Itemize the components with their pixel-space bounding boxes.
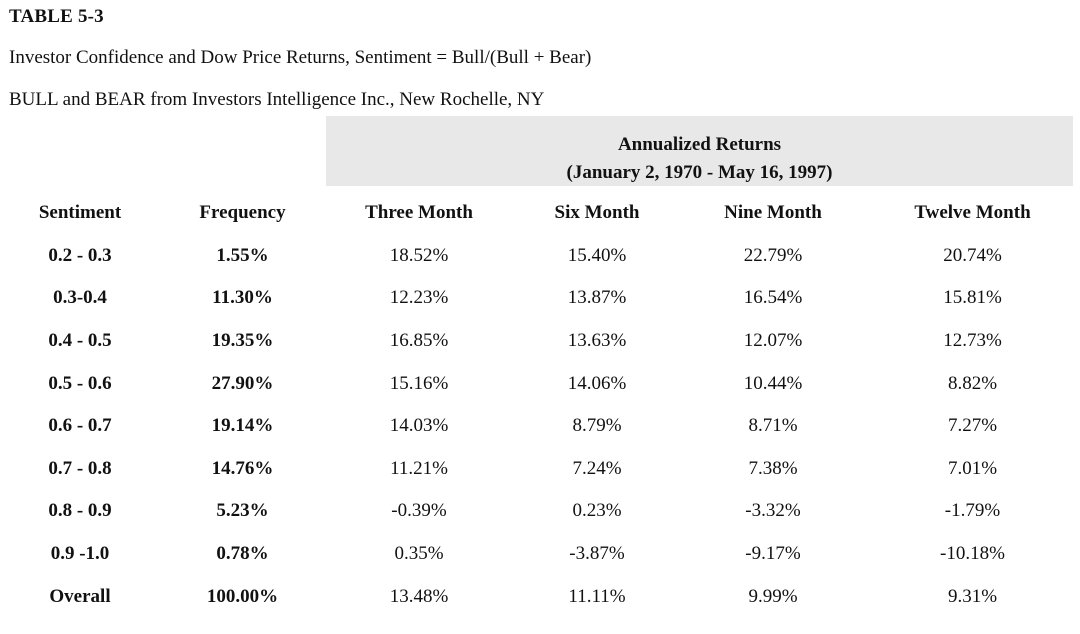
cell-frequency: 19.14% bbox=[211, 415, 274, 437]
cell-frequency: 5.23% bbox=[216, 500, 269, 522]
cell-three-month: 12.23% bbox=[389, 287, 449, 309]
cell-nine-month: -9.17% bbox=[745, 543, 801, 565]
cell-twelve-month: 15.81% bbox=[943, 287, 1002, 309]
col-header-three-month: Three Month bbox=[365, 202, 473, 224]
cell-three-month: -0.39% bbox=[391, 500, 447, 522]
cell-twelve-month: 9.31% bbox=[947, 585, 998, 607]
cell-sentiment: Overall bbox=[49, 585, 111, 607]
cell-frequency: 11.30% bbox=[212, 287, 273, 309]
group-header-title: Annualized Returns bbox=[617, 134, 782, 155]
cell-twelve-month: 7.01% bbox=[947, 457, 998, 479]
cell-frequency: 1.55% bbox=[216, 244, 269, 266]
cell-nine-month: 16.54% bbox=[743, 287, 803, 309]
col-header-frequency: Frequency bbox=[199, 202, 286, 224]
table-label: TABLE 5-3 bbox=[9, 6, 104, 27]
cell-six-month: 0.23% bbox=[572, 500, 622, 522]
cell-six-month: -3.87% bbox=[569, 543, 625, 565]
cell-twelve-month: 12.73% bbox=[943, 330, 1002, 352]
cell-sentiment: 0.8 - 0.9 bbox=[48, 500, 112, 522]
cell-frequency: 100.00% bbox=[206, 585, 279, 607]
table-row: 0.6 - 0.7 19.14% 14.03% 8.79% 8.71% 7.27… bbox=[0, 405, 1080, 448]
cell-three-month: 18.52% bbox=[389, 244, 449, 266]
cell-six-month: 14.06% bbox=[567, 372, 627, 394]
cell-sentiment: 0.6 - 0.7 bbox=[48, 415, 112, 437]
cell-nine-month: 22.79% bbox=[743, 244, 803, 266]
source-note: BULL and BEAR from Investors Intelligenc… bbox=[9, 89, 545, 110]
cell-six-month: 13.87% bbox=[567, 287, 627, 309]
cell-twelve-month: -1.79% bbox=[944, 500, 1001, 522]
cell-twelve-month: 20.74% bbox=[943, 244, 1002, 266]
cell-nine-month: 7.38% bbox=[748, 457, 798, 479]
cell-six-month: 11.11% bbox=[568, 585, 626, 607]
table-row: 0.9 -1.0 0.78% 0.35% -3.87% -9.17% -10.1… bbox=[0, 533, 1080, 576]
cell-sentiment: 0.7 - 0.8 bbox=[48, 457, 112, 479]
cell-three-month: 15.16% bbox=[389, 372, 449, 394]
cell-six-month: 15.40% bbox=[567, 244, 627, 266]
cell-twelve-month: 7.27% bbox=[947, 415, 998, 437]
cell-frequency: 0.78% bbox=[216, 543, 269, 565]
cell-frequency: 14.76% bbox=[211, 457, 274, 479]
col-header-six-month: Six Month bbox=[554, 202, 640, 224]
cell-frequency: 19.35% bbox=[211, 330, 274, 352]
table-row: 0.5 - 0.6 27.90% 15.16% 14.06% 10.44% 8.… bbox=[0, 362, 1080, 405]
cell-sentiment: 0.2 - 0.3 bbox=[48, 244, 112, 266]
cell-sentiment: 0.3-0.4 bbox=[53, 287, 107, 309]
cell-three-month: 16.85% bbox=[389, 330, 449, 352]
cell-nine-month: 12.07% bbox=[743, 330, 803, 352]
table-row-overall: Overall 100.00% 13.48% 11.11% 9.99% 9.31… bbox=[0, 575, 1080, 618]
cell-sentiment: 0.4 - 0.5 bbox=[48, 330, 112, 352]
table-row: 0.2 - 0.3 1.55% 18.52% 15.40% 22.79% 20.… bbox=[0, 235, 1080, 278]
returns-table: Sentiment Frequency Three Month Six Mont… bbox=[0, 192, 1080, 618]
cell-nine-month: 10.44% bbox=[743, 372, 803, 394]
cell-frequency: 27.90% bbox=[211, 372, 274, 394]
col-header-nine-month: Nine Month bbox=[724, 202, 822, 224]
cell-six-month: 8.79% bbox=[572, 415, 622, 437]
col-header-sentiment: Sentiment bbox=[38, 202, 122, 224]
cell-three-month: 11.21% bbox=[390, 457, 448, 479]
cell-six-month: 13.63% bbox=[567, 330, 627, 352]
col-header-twelve-month: Twelve Month bbox=[914, 202, 1031, 224]
cell-twelve-month: 8.82% bbox=[947, 372, 998, 394]
table-caption: Investor Confidence and Dow Price Return… bbox=[9, 47, 592, 68]
cell-three-month: 14.03% bbox=[389, 415, 449, 437]
cell-three-month: 13.48% bbox=[389, 585, 449, 607]
cell-nine-month: -3.32% bbox=[745, 500, 801, 522]
table-row: 0.7 - 0.8 14.76% 11.21% 7.24% 7.38% 7.01… bbox=[0, 448, 1080, 491]
cell-sentiment: 0.9 -1.0 bbox=[50, 543, 110, 565]
group-header-period: (January 2, 1970 - May 16, 1997) bbox=[566, 162, 833, 183]
cell-sentiment: 0.5 - 0.6 bbox=[48, 372, 112, 394]
header-row: Sentiment Frequency Three Month Six Mont… bbox=[0, 192, 1080, 235]
table-row: 0.8 - 0.9 5.23% -0.39% 0.23% -3.32% -1.7… bbox=[0, 490, 1080, 533]
cell-three-month: 0.35% bbox=[394, 543, 444, 565]
cell-nine-month: 9.99% bbox=[748, 585, 798, 607]
cell-six-month: 7.24% bbox=[572, 457, 622, 479]
cell-nine-month: 8.71% bbox=[748, 415, 798, 437]
table-row: 0.4 - 0.5 19.35% 16.85% 13.63% 12.07% 12… bbox=[0, 320, 1080, 363]
cell-twelve-month: -10.18% bbox=[940, 543, 1005, 565]
table-row: 0.3-0.4 11.30% 12.23% 13.87% 16.54% 15.8… bbox=[0, 277, 1080, 320]
annualized-returns-header: Annualized Returns (January 2, 1970 - Ma… bbox=[326, 116, 1073, 186]
